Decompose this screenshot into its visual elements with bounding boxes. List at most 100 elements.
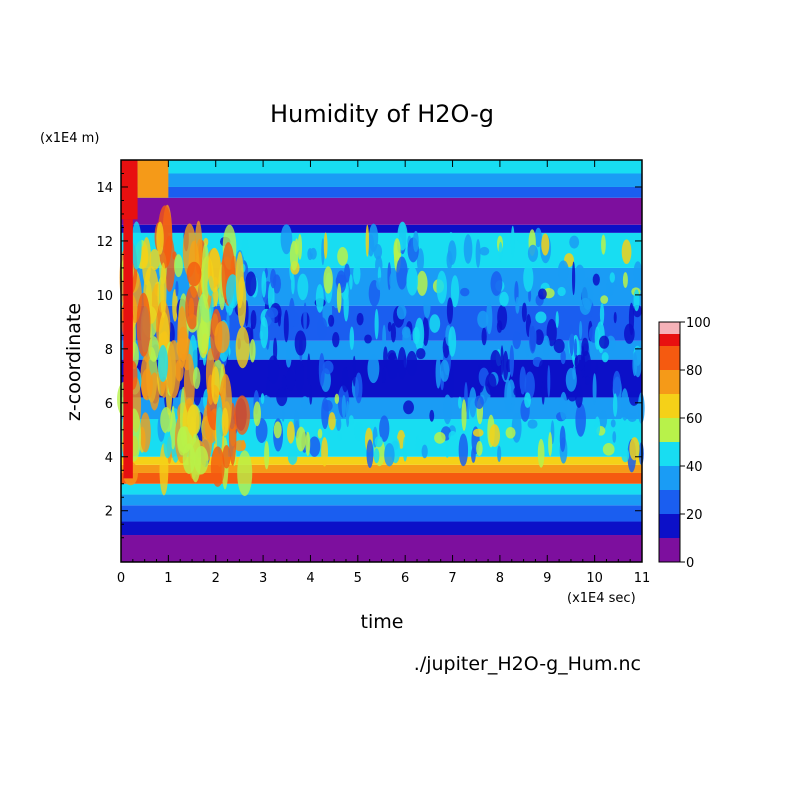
streak — [266, 377, 270, 397]
early-streak — [170, 410, 177, 450]
streak — [354, 421, 363, 441]
streak — [321, 238, 325, 266]
streak — [341, 395, 347, 419]
early-streak — [156, 221, 164, 255]
streak — [401, 326, 411, 339]
heatmap-early-column — [117, 160, 253, 497]
x-tick-label: 4 — [306, 571, 314, 586]
streak — [474, 395, 484, 410]
streak — [463, 234, 473, 264]
streak — [527, 244, 539, 262]
streak — [600, 295, 609, 304]
streak — [574, 264, 585, 285]
streak — [489, 424, 501, 448]
streak — [461, 399, 467, 431]
streak — [267, 355, 280, 384]
streak — [612, 370, 621, 397]
colorbar-swatch — [659, 538, 680, 562]
streak — [318, 352, 325, 387]
early-column — [123, 219, 133, 479]
streak — [633, 289, 640, 312]
streak — [448, 326, 457, 357]
streak — [381, 368, 386, 384]
x-tick-label: 8 — [496, 571, 504, 586]
streak — [309, 247, 317, 260]
streak — [537, 438, 545, 468]
streak — [289, 240, 299, 271]
streak — [390, 322, 396, 343]
streak — [281, 375, 287, 391]
streak — [555, 311, 559, 328]
colorbar-swatch — [659, 322, 680, 334]
streak — [402, 436, 408, 462]
streak — [559, 425, 566, 453]
streak — [305, 431, 311, 457]
colorbar-tick-label: 20 — [686, 508, 703, 523]
early-streak — [196, 293, 210, 354]
colorbar-swatch — [659, 370, 680, 394]
streak — [429, 314, 441, 333]
streak — [260, 393, 265, 405]
x-axis: 0 1 2 3 4 5 6 7 8 9 10 11 — [117, 160, 650, 586]
streak — [384, 442, 395, 467]
streak — [574, 354, 578, 368]
colorbar-swatch — [659, 418, 680, 442]
streak — [321, 397, 329, 430]
streak — [445, 443, 450, 458]
streak — [527, 419, 538, 429]
streak — [307, 353, 311, 386]
streak — [442, 394, 452, 425]
colorbar: 0 20 40 60 80 100 — [658, 316, 711, 571]
early-streak — [192, 366, 201, 390]
streak — [323, 232, 328, 259]
early-streak — [183, 353, 195, 414]
colorbar-tick-label: 40 — [686, 460, 703, 475]
streak — [472, 428, 484, 437]
streak — [599, 410, 608, 430]
streak — [241, 237, 249, 259]
streak — [436, 270, 448, 304]
streak — [525, 346, 530, 358]
streak — [469, 387, 477, 418]
streak — [332, 332, 340, 348]
streak — [511, 412, 522, 443]
layer-band-19 — [121, 160, 642, 174]
streak — [414, 317, 425, 352]
streak — [601, 352, 609, 363]
streak — [288, 297, 295, 330]
streak — [534, 227, 542, 248]
layer-band-6 — [121, 464, 642, 473]
early-streak — [160, 262, 167, 318]
streak — [286, 421, 295, 444]
streak — [457, 396, 462, 409]
layer-band-18 — [121, 173, 642, 187]
streak — [515, 296, 520, 314]
layer-band-16 — [121, 197, 642, 225]
early-streak — [211, 366, 220, 405]
streak — [581, 337, 589, 357]
streak — [280, 224, 293, 255]
streak — [328, 314, 335, 327]
streak — [633, 261, 643, 286]
colorbar-tick-label: 60 — [686, 412, 703, 427]
early-streak — [177, 326, 189, 362]
source-file-label: ./jupiter_H2O-g_Hum.nc — [414, 653, 641, 675]
early-streak — [186, 261, 202, 287]
streak — [295, 359, 305, 393]
x-tick-label: 3 — [259, 571, 267, 586]
early-streak — [136, 292, 151, 357]
streak — [250, 309, 257, 330]
streak — [309, 385, 313, 405]
streak — [285, 347, 292, 368]
streak — [353, 263, 361, 285]
early-streak — [207, 247, 222, 293]
streak — [434, 431, 446, 444]
streak — [523, 263, 534, 292]
streak — [559, 391, 568, 421]
streak — [579, 321, 583, 340]
streak — [599, 303, 605, 326]
streak — [297, 233, 303, 260]
streak — [439, 359, 450, 382]
y-tick-label: 4 — [105, 451, 113, 466]
streak — [260, 316, 269, 349]
